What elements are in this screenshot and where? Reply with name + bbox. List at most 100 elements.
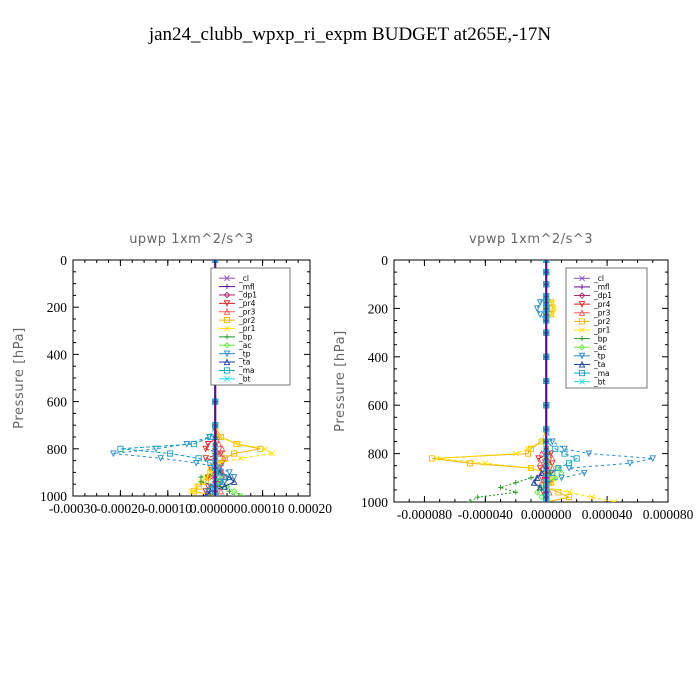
data-point-tp: [626, 460, 634, 467]
legend-label-bt: _bt: [593, 377, 606, 386]
data-point-tp: [558, 474, 565, 482]
data-point-ma: [220, 474, 227, 481]
data-point-tp: [221, 478, 229, 486]
data-point-tp: [226, 469, 233, 477]
data-point-pr1: [202, 474, 209, 481]
y-tick-label: 1000: [361, 495, 388, 510]
data-point-ma: [190, 441, 197, 448]
legend-marker: [579, 275, 585, 282]
data-point-pr2: [233, 441, 240, 448]
data-point-tp: [585, 450, 593, 458]
legend-marker: [578, 301, 586, 308]
legend-marker: [223, 350, 231, 358]
data-point-tp: [536, 311, 544, 319]
legend-label-pr1: _pr1: [593, 326, 611, 335]
legend-label-pr4: _pr4: [593, 300, 611, 309]
legend-marker: [224, 325, 230, 332]
legend-label-ma: _ma: [238, 366, 255, 375]
legend-label-tp: _tp: [238, 349, 251, 358]
panel-title: vpwp 1xm^2/s^3: [469, 232, 593, 247]
data-point-ma: [573, 455, 580, 462]
data-point-pr3: [538, 449, 545, 457]
legend-marker: [224, 283, 230, 290]
data-point-pr1: [566, 489, 572, 496]
y-tick-label: 0: [381, 253, 388, 268]
data-point-pr4: [204, 441, 212, 448]
legend-label-tp: _tp: [593, 352, 606, 361]
data-point-pr1: [433, 455, 440, 462]
data-point-pr1: [238, 455, 245, 462]
data-point-pr4: [202, 455, 210, 462]
data-point-ac: [533, 489, 541, 496]
legend-label-dp1: _dp1: [238, 291, 257, 300]
series-line-bp: [469, 260, 552, 502]
data-point-pr1: [235, 441, 242, 447]
data-point-pr2: [566, 494, 573, 501]
data-point-ac: [552, 474, 559, 482]
y-tick-label: 200: [47, 300, 68, 315]
legend-label-ma: _ma: [593, 369, 610, 378]
data-point-ma: [216, 478, 223, 485]
data-point-bt: [543, 499, 550, 502]
legend: _cl_mfl_dp1_pr4_pr3_pr2_pr1_bp_ac_tp_ta_…: [565, 267, 648, 389]
legend-marker: [223, 300, 231, 307]
legend-marker: [578, 343, 586, 351]
figure-title: jan24_clubb_wpxp_ri_expm BUDGET at265E,-…: [148, 24, 552, 45]
legend-label-pr1: _pr1: [238, 324, 256, 333]
data-point-bp: [198, 474, 204, 480]
legend-label-pr2: _pr2: [593, 317, 611, 326]
chart-panel-vpwp: vpwp 1xm^2/s^3 0 200 400 600 800 1000 -0.000080…: [333, 232, 694, 522]
data-point-bt: [543, 260, 550, 263]
data-point-tp: [152, 445, 160, 453]
data-point-bp: [513, 480, 519, 486]
legend-label-bp: _bp: [593, 334, 608, 343]
data-point-pr4: [535, 455, 542, 463]
data-point-tp: [216, 464, 224, 472]
data-point-ta: [207, 487, 214, 495]
y-tick-label: 400: [368, 350, 389, 365]
legend-marker: [579, 284, 585, 290]
legend-marker: [578, 318, 586, 325]
data-point-pr4: [202, 445, 210, 453]
data-point-ta: [221, 482, 229, 490]
legend-marker: [578, 292, 586, 299]
data-point-bt: [212, 493, 219, 496]
legend-marker: [223, 367, 231, 374]
data-point-ta: [230, 478, 238, 485]
y-tick-label: 0: [60, 253, 67, 268]
legend-label-mfl: _mfl: [238, 282, 255, 291]
data-point-pr1: [525, 445, 531, 452]
data-point-tp: [109, 450, 117, 458]
data-point-pr2: [217, 433, 224, 441]
data-point-bp: [198, 479, 204, 485]
legend-marker: [578, 352, 586, 360]
y-tick-label: 1000: [40, 489, 67, 504]
x-tick-label: -0.00030: [49, 501, 98, 516]
data-point-tp: [548, 438, 556, 446]
data-point-bp: [467, 499, 473, 502]
x-tick-label: -0.00020: [96, 501, 145, 516]
legend-label-ta: _ta: [593, 360, 605, 369]
y-tick-label: 800: [368, 447, 389, 462]
data-point-pr3: [538, 479, 545, 486]
data-point-pr1: [549, 311, 556, 318]
y-tick-label: 600: [368, 398, 389, 413]
x-tick-label: 0.00010: [241, 501, 285, 516]
data-point-ta: [533, 474, 541, 481]
data-point-pr3: [216, 449, 224, 457]
data-point-ac: [238, 492, 245, 496]
data-point-pr1: [611, 499, 618, 502]
y-tick-label: 600: [47, 395, 68, 410]
data-point-tp: [157, 455, 165, 462]
x-tick-label: -0.00010: [144, 501, 193, 516]
data-point-bt: [212, 260, 219, 263]
x-tick-label: 0.000000: [190, 501, 241, 516]
y-tick-label: 200: [368, 301, 389, 316]
data-point-pr3: [536, 459, 544, 467]
data-point-pr1: [269, 450, 275, 457]
data-point-pr2: [524, 450, 532, 457]
series-line-tp: [536, 260, 653, 502]
legend-marker: [579, 336, 585, 342]
data-point-tp: [561, 445, 568, 453]
